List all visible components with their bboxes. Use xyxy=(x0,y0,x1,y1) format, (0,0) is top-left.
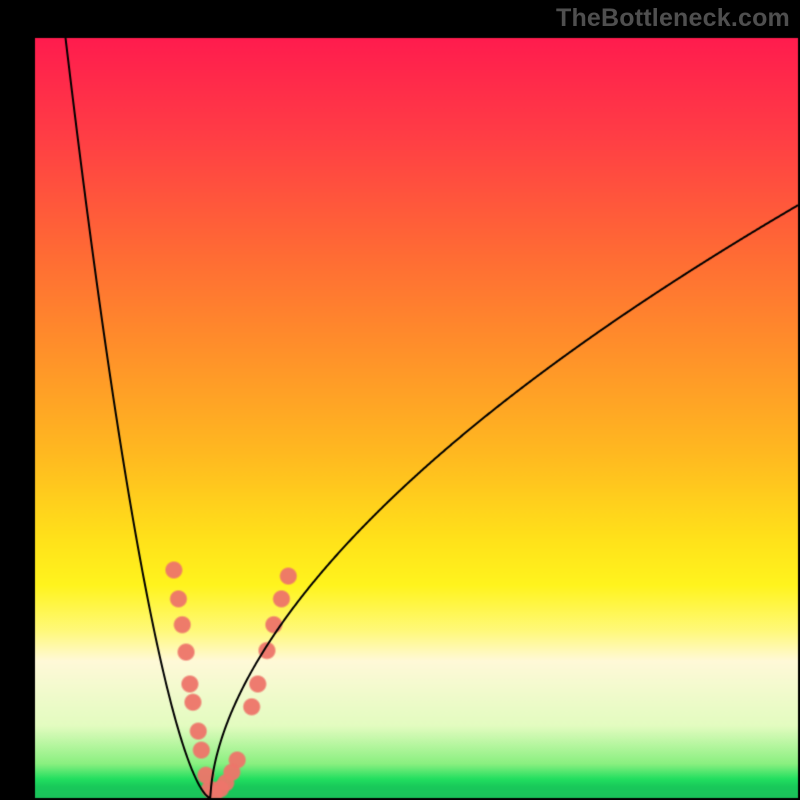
watermark-text: TheBottleneck.com xyxy=(556,4,790,33)
bottleneck-v-curve-chart xyxy=(0,0,800,800)
chart-stage: TheBottleneck.com xyxy=(0,0,800,800)
